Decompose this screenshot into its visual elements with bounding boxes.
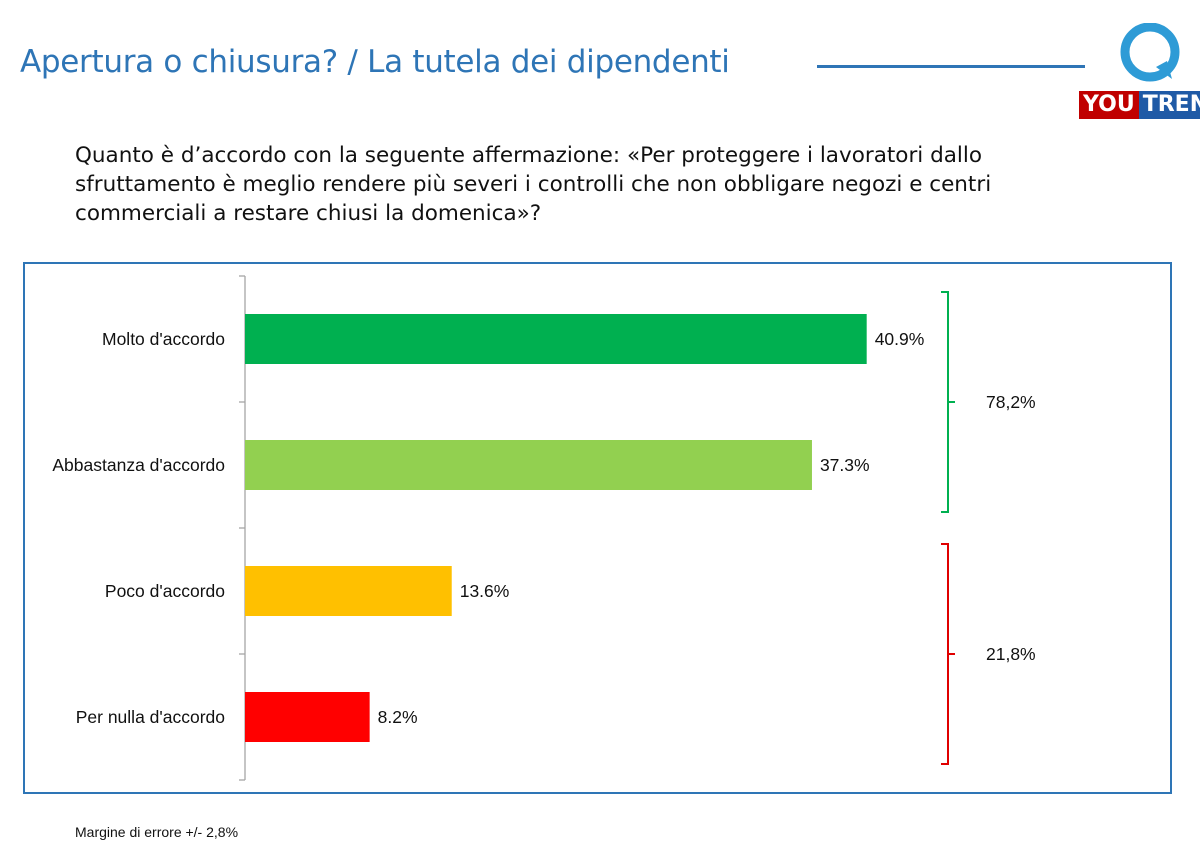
logo-trend: TREND	[1138, 91, 1200, 119]
youtrend-logo: YOU TREND	[1079, 23, 1200, 120]
logo-you: YOU	[1079, 91, 1139, 119]
value-label: 8.2%	[378, 707, 418, 727]
logo-wordmark: YOU TREND	[1079, 91, 1200, 119]
category-label: Per nulla d'accordo	[76, 707, 225, 727]
category-label: Abbastanza d'accordo	[52, 455, 225, 475]
chart-frame: Molto d'accordo 40.9% Abbastanza d'accordo…	[23, 262, 1172, 794]
bar-4	[245, 692, 370, 742]
bar-3	[245, 566, 452, 616]
group-total-label: 21,8%	[986, 644, 1036, 664]
value-label: 13.6%	[460, 581, 510, 601]
bar-2	[245, 440, 812, 490]
value-label: 37.3%	[820, 455, 870, 475]
category-label: Molto d'accordo	[102, 329, 225, 349]
group-total-label: 78,2%	[986, 392, 1036, 412]
category-label: Poco d'accordo	[105, 581, 225, 601]
survey-question: Quanto è d’accordo con la seguente affer…	[75, 143, 992, 226]
bar-1	[245, 314, 867, 364]
group-bracket-1	[941, 291, 955, 513]
title-divider	[817, 65, 1085, 68]
group-bracket-2	[941, 543, 955, 765]
value-label: 40.9%	[875, 329, 925, 349]
margin-of-error-note: Margine di errore +/- 2,8%	[75, 824, 239, 840]
speech-bubble-q-icon	[1120, 23, 1180, 82]
page-title: Apertura o chiusura? / La tutela dei dip…	[20, 44, 730, 80]
bar-chart: Molto d'accordo 40.9% Abbastanza d'accordo…	[52, 275, 1036, 781]
